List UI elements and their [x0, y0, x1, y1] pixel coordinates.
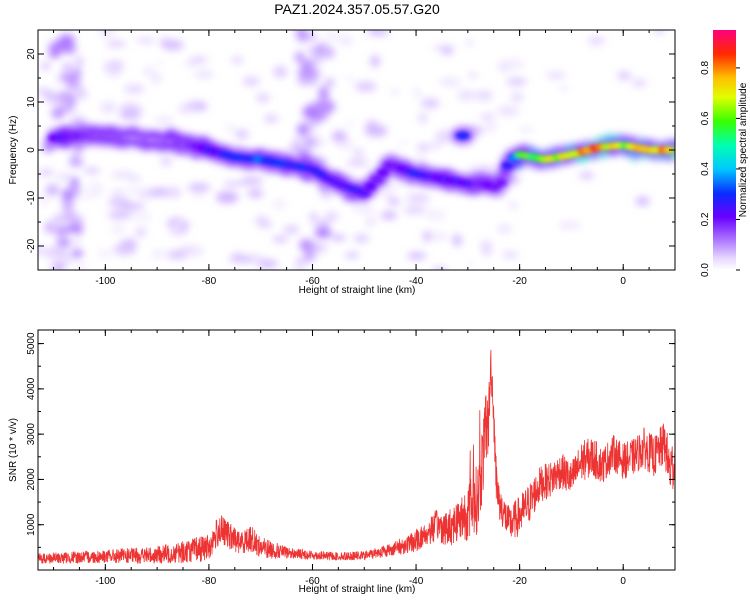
colorbar: 0.0 0.2 0.4 0.6 0.8 Normalized spectral ampl…: [700, 30, 749, 277]
chart-title: PAZ1.2024.357.05.57.G20: [274, 1, 440, 17]
snr-y-tick-label: 2000: [26, 468, 37, 491]
heatmap-layer: [38, 30, 675, 270]
snr-x-tick-label: -60: [305, 576, 320, 587]
spectrogram-y-tick-label: 10: [26, 96, 37, 108]
spectrogram-x-tick-label: -80: [202, 276, 217, 287]
snr-x-tick-label: 0: [620, 576, 626, 587]
snr-x-tick-label: -20: [512, 576, 527, 587]
spectrogram-x-tick-label: -20: [512, 276, 527, 287]
snr-x-tick-label: -40: [409, 576, 424, 587]
heatmap-ridge-core: [48, 131, 675, 197]
spectrogram-y-tick-label: -20: [26, 238, 37, 253]
colorbar-label: Normalized spectral amplitude: [738, 82, 749, 217]
colorbar-tick-label: 0.6: [700, 111, 711, 125]
snr-y-axis-label: SNR (10 * v/v): [8, 418, 19, 482]
snr-series-line: [38, 349, 675, 564]
colorbar-tick-label: 0.0: [700, 263, 711, 277]
snr-axes: -100 -80 -60 -40 -20 0 1000 2000 3000 4000 5000: [26, 330, 676, 587]
snr-x-tick-label: -100: [95, 576, 115, 587]
spectrogram-y-tick-label: 20: [26, 48, 37, 60]
colorbar-tick-label: 0.2: [700, 212, 711, 226]
snr-y-tick-label: 4000: [26, 377, 37, 400]
spectrogram-y-tick-label: -10: [26, 190, 37, 205]
snr-panel: -100 -80 -60 -40 -20 0 1000 2000 3000 4000 5000 He…: [8, 329, 676, 595]
snr-frame: [37, 329, 676, 571]
snr-y-tick-label: 3000: [26, 423, 37, 446]
colorbar-tick-label: 0.4: [700, 162, 711, 176]
snr-x-tick-label: -80: [202, 576, 217, 587]
colorbar-gradient: [713, 30, 736, 270]
colorbar-tick-label: 0.8: [700, 61, 711, 75]
snr-y-tick-label: 1000: [26, 513, 37, 536]
spectrogram-y-tick-label: 0: [26, 147, 37, 153]
colorbar-ticks: 0.0 0.2 0.4 0.6 0.8: [700, 61, 740, 277]
snr-y-tick-label: 5000: [26, 332, 37, 355]
spectrogram-x-axis-label: Height of straight line (km): [299, 285, 416, 296]
spectrogram-y-axis-label: Frequency (Hz): [8, 116, 19, 185]
spectrogram-x-tick-label: 0: [620, 276, 626, 287]
snr-x-axis-label: Height of straight line (km): [299, 584, 416, 595]
spectrogram-x-tick-label: -60: [305, 276, 320, 287]
spectrogram-x-tick-label: -40: [409, 276, 424, 287]
spectrogram-x-tick-label: -100: [95, 276, 115, 287]
